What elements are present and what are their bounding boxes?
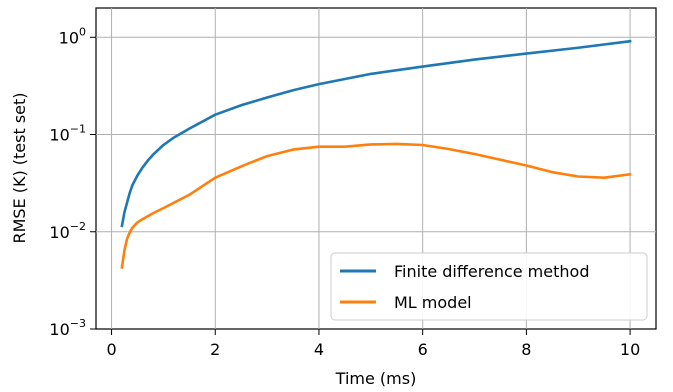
y-tick-label-base: 10: [59, 28, 79, 47]
y-tick-label: 10−2: [49, 220, 86, 242]
x-tick-label: 4: [314, 340, 324, 359]
y-tick-label-exponent: −3: [70, 317, 86, 330]
legend-label-ml-model: ML model: [394, 293, 472, 312]
x-tick-label: 8: [521, 340, 531, 359]
x-tick-label: 0: [106, 340, 116, 359]
series-line-1: [120, 142, 632, 269]
y-tick-label-base: 10: [49, 223, 69, 242]
y-tick-label: 10−3: [49, 317, 86, 339]
x-tick-label: 10: [620, 340, 640, 359]
y-tick-label: 10−1: [49, 123, 86, 145]
series-line-0: [120, 39, 632, 228]
series-layer: [120, 39, 632, 269]
x-tick-label: 6: [418, 340, 428, 359]
y-tick-label-exponent: 0: [79, 25, 86, 38]
y-axis-label: RMSE (K) (test set): [10, 92, 29, 243]
y-tick-label-exponent: −2: [70, 220, 86, 233]
y-tick-label: 100: [59, 25, 86, 47]
x-tick-label: 2: [210, 340, 220, 359]
y-tick-label-base: 10: [49, 320, 69, 339]
legend: Finite difference method ML model: [330, 252, 648, 321]
legend-label-finite-difference: Finite difference method: [394, 262, 589, 281]
y-tick-label-exponent: −1: [70, 123, 86, 136]
y-tick-label-base: 10: [49, 126, 69, 145]
plot-frame: [95, 7, 657, 330]
legend-frame: [330, 252, 648, 321]
x-axis-label: Time (ms): [335, 369, 417, 388]
